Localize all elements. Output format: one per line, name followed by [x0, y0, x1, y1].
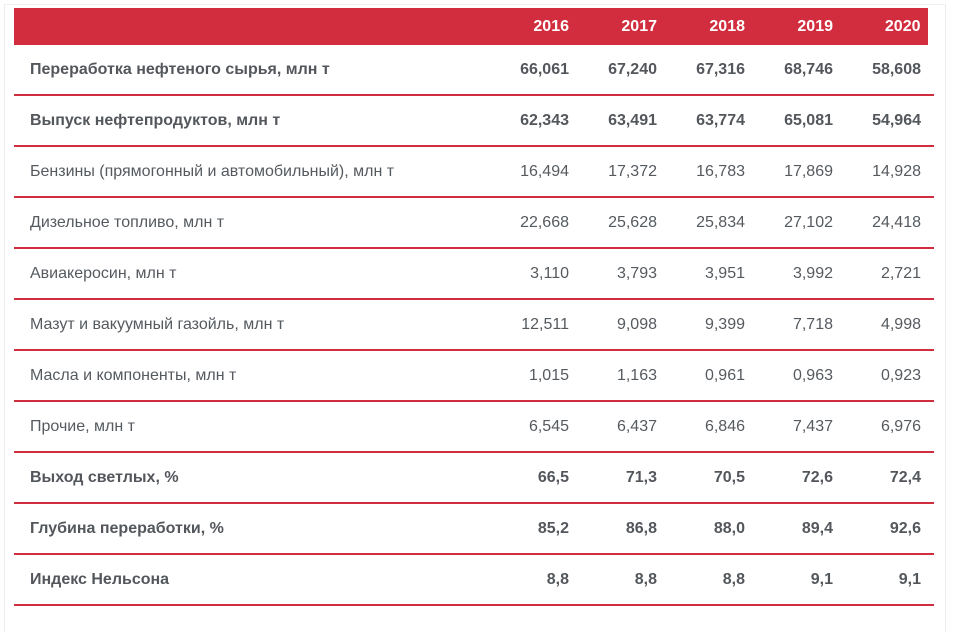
- cell-value: 14,928: [846, 146, 934, 198]
- table-row: Мазут и вакуумный газойль, млн т 12,511 9,…: [14, 299, 934, 351]
- row-label: Глубина переработки, %: [14, 503, 494, 555]
- cell-value: 7,437: [758, 401, 846, 453]
- cell-value: 16,783: [670, 146, 758, 198]
- cell-value: 9,399: [670, 299, 758, 351]
- cell-value: 86,8: [582, 503, 670, 555]
- header-row: 2016 2017 2018 2019 2020: [14, 8, 941, 45]
- cell-value: 63,491: [582, 95, 670, 147]
- cell-value: 1,163: [582, 350, 670, 402]
- cell-value: 6,846: [670, 401, 758, 453]
- header-year-cell: 2016: [494, 8, 582, 45]
- cell-value: 66,061: [494, 45, 582, 96]
- cell-value: 89,4: [758, 503, 846, 555]
- cell-value: 70,5: [670, 452, 758, 504]
- cell-value: 6,437: [582, 401, 670, 453]
- row-label: Прочие, млн т: [14, 401, 494, 453]
- row-label: Дизельное топливо, млн т: [14, 197, 494, 249]
- row-label: Индекс Нельсона: [14, 554, 494, 606]
- cell-value: 67,316: [670, 45, 758, 96]
- cell-value: 17,372: [582, 146, 670, 198]
- table-row: Авиакеросин, млн т 3,110 3,793 3,951 3,992 2,…: [14, 248, 934, 300]
- header-year-cell: 2017: [582, 8, 670, 45]
- table-row: Прочие, млн т 6,545 6,437 6,846 7,437 6,976: [14, 401, 934, 453]
- cell-value: 9,1: [758, 554, 846, 606]
- row-label: Бензины (прямогонный и автомобильный), м…: [14, 146, 494, 198]
- cell-value: 3,992: [758, 248, 846, 300]
- cell-value: 0,961: [670, 350, 758, 402]
- cell-value: 16,494: [494, 146, 582, 198]
- row-label: Мазут и вакуумный газойль, млн т: [14, 299, 494, 351]
- row-label: Авиакеросин, млн т: [14, 248, 494, 300]
- table-row: Выход светлых, % 66,5 71,3 70,5 72,6 72,4: [14, 452, 934, 504]
- cell-value: 3,110: [494, 248, 582, 300]
- table-row: Переработка нефтеного сырья, млн т 66,061…: [14, 45, 934, 96]
- cell-value: 4,998: [846, 299, 934, 351]
- cell-value: 22,668: [494, 197, 582, 249]
- cell-value: 6,976: [846, 401, 934, 453]
- header-year-cell: 2019: [758, 8, 846, 45]
- table-row: Бензины (прямогонный и автомобильный), м…: [14, 146, 934, 198]
- cell-value: 9,098: [582, 299, 670, 351]
- header-empty-cell: [14, 8, 494, 45]
- cell-value: 6,545: [494, 401, 582, 453]
- cell-value: 68,746: [758, 45, 846, 96]
- cell-value: 0,963: [758, 350, 846, 402]
- row-label: Выход светлых, %: [14, 452, 494, 504]
- cell-value: 54,964: [846, 95, 934, 147]
- cell-value: 25,834: [670, 197, 758, 249]
- cell-value: 7,718: [758, 299, 846, 351]
- table-row: Выпуск нефтепродуктов, млн т 62,343 63,491…: [14, 95, 934, 147]
- cell-value: 27,102: [758, 197, 846, 249]
- row-label: Переработка нефтеного сырья, млн т: [14, 45, 494, 96]
- header-year-cell: 2018: [670, 8, 758, 45]
- cell-value: 72,4: [846, 452, 934, 504]
- cell-value: 62,343: [494, 95, 582, 147]
- cell-value: 65,081: [758, 95, 846, 147]
- table-row: Масла и компоненты, млн т 1,015 1,163 0,961…: [14, 350, 934, 402]
- table-row: Индекс Нельсона 8,8 8,8 8,8 9,1 9,1: [14, 554, 934, 606]
- cell-value: 67,240: [582, 45, 670, 96]
- cell-value: 2,721: [846, 248, 934, 300]
- cell-value: 72,6: [758, 452, 846, 504]
- row-label: Масла и компоненты, млн т: [14, 350, 494, 402]
- table-row: Глубина переработки, % 85,2 86,8 88,0 89,4 92…: [14, 503, 934, 555]
- cell-value: 3,793: [582, 248, 670, 300]
- table-frame: 2016 2017 2018 2019 2020 Переработка неф…: [4, 4, 946, 632]
- cell-value: 9,1: [846, 554, 934, 606]
- table-body: Переработка нефтеного сырья, млн т 66,061…: [14, 45, 934, 606]
- cell-value: 8,8: [494, 554, 582, 606]
- oil-refining-table: 2016 2017 2018 2019 2020 Переработка неф…: [14, 8, 941, 606]
- cell-value: 63,774: [670, 95, 758, 147]
- cell-value: 25,628: [582, 197, 670, 249]
- cell-value: 1,015: [494, 350, 582, 402]
- cell-value: 71,3: [582, 452, 670, 504]
- table-row: Дизельное топливо, млн т 22,668 25,628 25,8…: [14, 197, 934, 249]
- cell-value: 8,8: [582, 554, 670, 606]
- cell-value: 0,923: [846, 350, 934, 402]
- cell-value: 12,511: [494, 299, 582, 351]
- cell-value: 17,869: [758, 146, 846, 198]
- cell-value: 66,5: [494, 452, 582, 504]
- cell-value: 8,8: [670, 554, 758, 606]
- cell-value: 92,6: [846, 503, 934, 555]
- cell-value: 58,608: [846, 45, 934, 96]
- cell-value: 3,951: [670, 248, 758, 300]
- row-label: Выпуск нефтепродуктов, млн т: [14, 95, 494, 147]
- cell-value: 85,2: [494, 503, 582, 555]
- header-year-cell: 2020: [846, 8, 941, 45]
- cell-value: 24,418: [846, 197, 934, 249]
- cell-value: 88,0: [670, 503, 758, 555]
